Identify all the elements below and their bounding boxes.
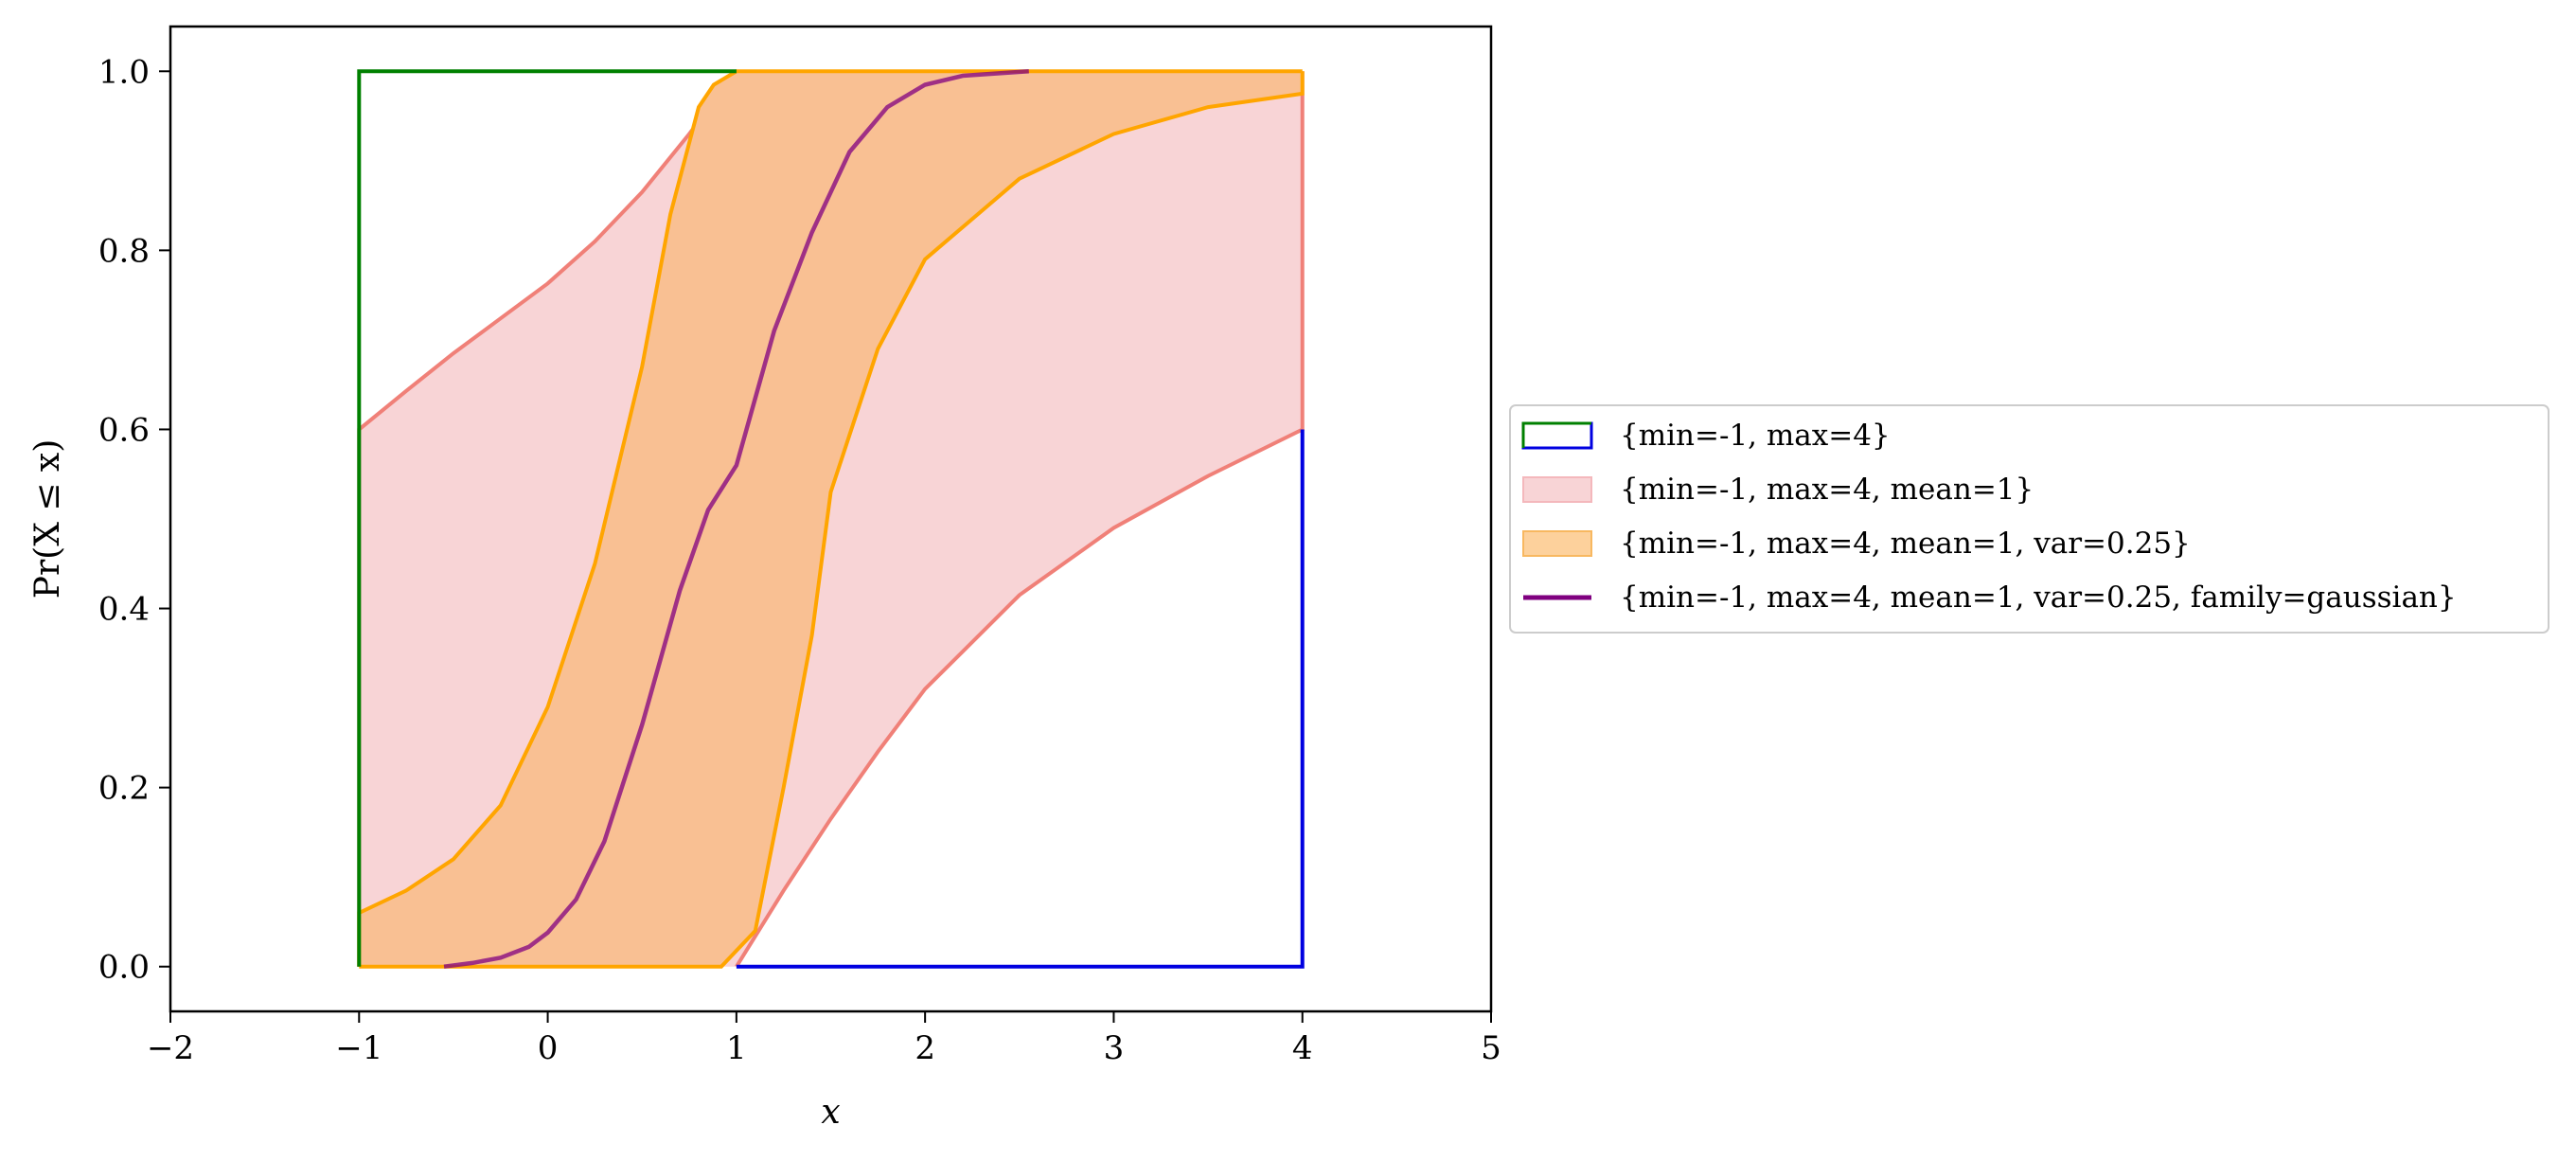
legend-label: {min=-1, max=4} [1620,419,1891,453]
variance-band-upper-edge [357,69,1303,967]
x-axis-label: x [821,1093,840,1132]
legend-swatch-mean-band [1522,476,1592,503]
axis-ticks: −2 −1 0 1 2 3 4 5 0.0 0.2 0.4 0.6 0.8 1.0 [98,53,1501,1067]
x-tick-label: −2 [147,1029,194,1067]
x-tick-label: −1 [335,1029,382,1067]
legend-swatch-variance-band [1522,530,1592,557]
legend: {min=-1, max=4} {min=-1, max=4, mean=1} {m… [1509,404,2549,634]
y-tick-label: 0.8 [98,232,150,270]
y-tick-label: 0.2 [98,770,150,808]
legend-swatch-bounds-upper [1521,421,1591,448]
y-axis-label: Pr(X ≤ x) [28,439,67,599]
legend-label: {min=-1, max=4, mean=1} [1620,473,2034,507]
y-tick-label: 0.6 [98,411,150,449]
plot-area [357,69,1305,969]
legend-label: {min=-1, max=4, mean=1, var=0.25, family… [1620,580,2457,615]
x-tick-label: 1 [726,1029,747,1067]
variance-band-fill [359,71,1303,967]
variance-band-lower-edge [359,71,1305,969]
x-tick-label: 5 [1481,1029,1501,1067]
bounds-lower-line [736,429,1305,969]
x-tick-label: 3 [1104,1029,1125,1067]
bounds-upper-line [357,69,737,967]
x-tick-label: 4 [1292,1029,1313,1067]
y-tick-label: 1.0 [98,53,150,91]
x-tick-label: 2 [915,1029,935,1067]
legend-box [1509,404,2549,634]
x-tick-label: 0 [538,1029,559,1067]
gaussian-cdf-line [443,69,1029,969]
mean-band-upper-edge [357,70,738,967]
y-tick-label: 0.0 [98,949,150,987]
mean-band-lower-edge [735,71,1305,968]
legend-label: {min=-1, max=4, mean=1, var=0.25} [1620,527,2191,561]
y-tick-label: 0.4 [98,591,150,629]
axes-frame [169,25,1493,1013]
